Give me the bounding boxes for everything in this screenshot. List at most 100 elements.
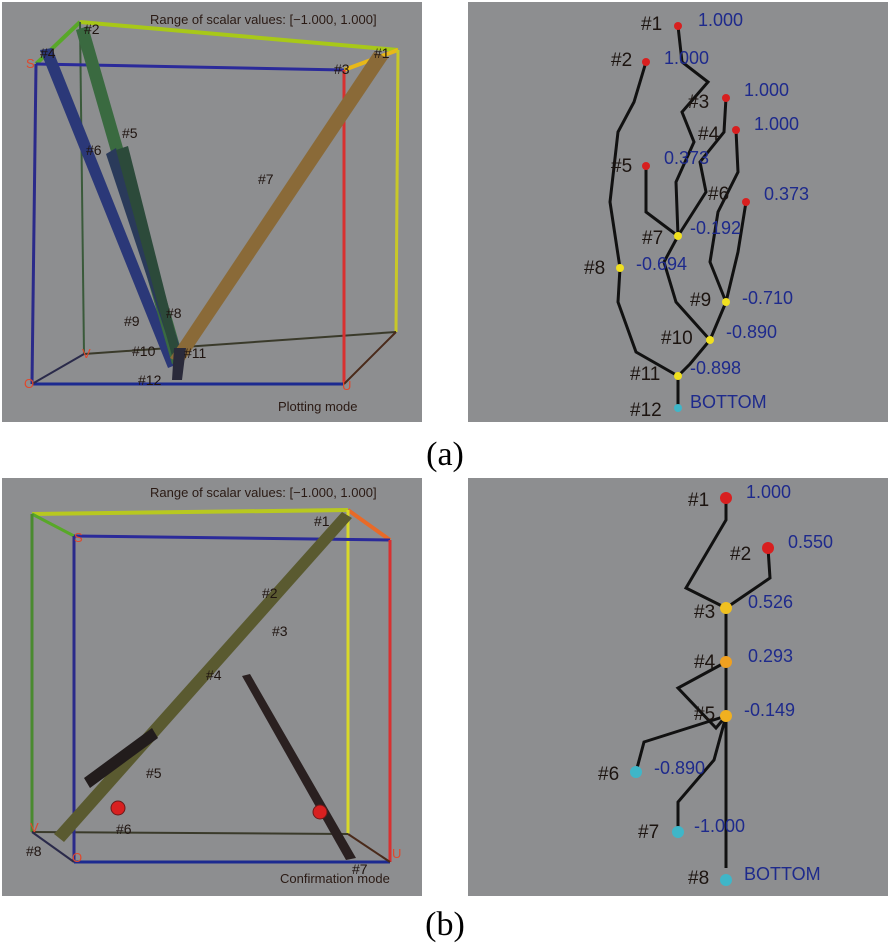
tree-b-id-4: #4 (694, 652, 716, 673)
tree-a-value-1: 1.000 (698, 10, 743, 30)
tree-b-id-8: #8 (688, 868, 709, 889)
tree-a-id-5: #5 (611, 156, 632, 177)
tree-a-id-7: #7 (642, 228, 663, 249)
tree-b-edge-2-3 (725, 547, 772, 610)
cube-a-label-4: #4 (40, 45, 56, 61)
tree-a-edge-4-9 (708, 129, 740, 303)
cube-b-label-6: #6 (116, 821, 132, 837)
tree-a-id-8: #8 (584, 258, 605, 279)
axis-s-label-b: S (74, 530, 83, 545)
tree-a-node-9 (722, 298, 730, 306)
axis-v-label-b: V (30, 820, 39, 835)
cube-a-label-8: #8 (166, 305, 182, 321)
tree-b-id-3: #3 (694, 602, 715, 623)
cube-b-label-2: #2 (262, 585, 278, 601)
tree-b-node-5 (720, 710, 732, 722)
tree-a-node-12 (674, 404, 682, 412)
tree-a-node-8 (616, 264, 624, 272)
tree-b-value-5: -0.149 (744, 700, 795, 720)
tree-a-edge-1-7 (674, 25, 711, 237)
panel-b-cube-svg: Range of scalar values: [−1.000, 1.000] … (26, 485, 401, 886)
tree-b-value-3: 0.526 (748, 592, 793, 612)
tree-b-edge-1-3 (683, 498, 728, 610)
tree-a-node-4 (732, 126, 740, 134)
tree-b-id-5: #5 (694, 704, 715, 725)
tree-a-edge-6-9 (724, 201, 748, 303)
cube-a-label-5: #5 (122, 125, 138, 141)
tree-a-value-12: BOTTOM (690, 392, 767, 412)
cube-b-label-8: #8 (26, 843, 42, 859)
tree-a-id-3: #3 (688, 92, 709, 113)
tree-a-value-7: -0.192 (690, 218, 741, 238)
cube-a-label-11: #11 (184, 345, 207, 361)
tree-a-node-10 (706, 336, 714, 344)
tree-b-value-7: -1.000 (694, 816, 745, 836)
tree-b-id-7: #7 (638, 822, 659, 843)
tree-a-value-2: 1.000 (664, 48, 709, 68)
tree-a-id-6: #6 (708, 184, 729, 205)
axis-o-label-b: O (72, 850, 82, 865)
cube-b-label-5: #5 (146, 765, 162, 781)
tree-a-edge-9-10 (708, 301, 728, 341)
axis-u-label: U (342, 378, 351, 393)
panel-a-tree-svg: #1 #2 #3 #4 #5 #6 #7 #8 #9 #10 #11 #12 1… (584, 10, 809, 421)
tree-a-id-2: #2 (611, 50, 632, 71)
tree-a-id-11: #11 (630, 364, 660, 385)
tree-b-id-2: #2 (730, 544, 751, 565)
tree-b-edge-5-7 (676, 715, 728, 832)
tree-a-id-10: #10 (661, 328, 693, 349)
mode-label-b: Confirmation mode (280, 871, 390, 886)
tree-a-id-4: #4 (698, 124, 720, 145)
cube-a-label-12: #12 (138, 372, 162, 388)
tree-a-edge-2-8 (608, 61, 648, 269)
axis-v-label: V (82, 346, 91, 361)
cube-a-label-10: #10 (132, 343, 156, 359)
tree-b-value-4: 0.293 (748, 646, 793, 666)
tree-a-id-1: #1 (641, 14, 662, 35)
tree-a-edge-8-11 (616, 267, 679, 378)
tree-a-node-3 (722, 94, 730, 102)
tree-b-id-6: #6 (598, 764, 619, 785)
axis-u-label-b: U (392, 846, 401, 861)
tree-a-edge-5-7 (644, 166, 679, 238)
tree-a-value-8: -0.694 (636, 254, 687, 274)
tree-a-node-5 (642, 162, 650, 170)
tree-b-node-2 (762, 542, 774, 554)
axis-o-label: O (24, 376, 34, 391)
range-label-a: Range of scalar values: [−1.000, 1.000] (150, 12, 377, 27)
cube-a-label-3: #3 (334, 61, 350, 77)
cube-b-label-3: #3 (272, 623, 288, 639)
cube-a-label-1: #1 (374, 45, 390, 61)
tree-b-node-4 (720, 656, 732, 668)
tree-b-id-1: #1 (688, 490, 709, 511)
cube-a-label-7: #7 (258, 171, 274, 187)
tree-a-edge-10-11 (676, 339, 712, 378)
panel-b-tree-svg: #1 #2 #3 #4 #5 #6 #7 #8 1.000 0.550 0.52… (598, 482, 833, 889)
tree-b-value-6: -0.890 (654, 758, 705, 778)
tree-b-value-8: BOTTOM (744, 864, 821, 884)
mode-label-a: Plotting mode (278, 399, 358, 414)
panel-a-cube-view: Range of scalar values: [−1.000, 1.000] … (2, 2, 422, 422)
cube-a-label-9: #9 (124, 313, 140, 329)
tree-a-id-9: #9 (690, 290, 711, 311)
tree-a-value-3: 1.000 (744, 80, 789, 100)
tree-b-node-1 (720, 492, 732, 504)
tree-b-value-2: 0.550 (788, 532, 833, 552)
tree-b-node-7 (672, 826, 684, 838)
panel-b-cube-view: Range of scalar values: [−1.000, 1.000] … (2, 478, 422, 896)
panel-b-contour-tree: #1 #2 #3 #4 #5 #6 #7 #8 1.000 0.550 0.52… (468, 478, 888, 896)
tree-a-node-2 (642, 58, 650, 66)
tree-b-node-3 (720, 602, 732, 614)
cube-b-label-4: #4 (206, 667, 222, 683)
tree-a-value-6: 0.373 (764, 184, 809, 204)
tree-a-edge-3-7 (676, 97, 728, 237)
tree-b-node-6 (630, 766, 642, 778)
tree-a-id-12: #12 (630, 400, 662, 421)
cube-a-label-2: #2 (84, 21, 100, 37)
tree-a-value-10: -0.890 (726, 322, 777, 342)
tree-a-edge-7-10 (662, 235, 712, 342)
caption-b: (b) (425, 906, 465, 943)
tree-a-value-9: -0.710 (742, 288, 793, 308)
cube-b-label-7: #7 (352, 861, 368, 877)
axis-s-label: S (26, 56, 35, 71)
